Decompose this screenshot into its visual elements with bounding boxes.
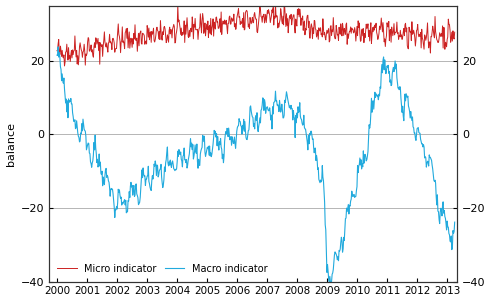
Micro indicator [252,11,258,14]
Macro indicator [54,53,60,57]
Micro indicator [55,42,61,46]
Micro indicator [406,47,411,51]
Macro indicator [416,131,422,134]
Macro indicator [149,174,155,178]
Y-axis label: balance: balance [5,122,16,165]
Macro indicator [338,236,344,239]
Micro indicator [416,35,422,39]
Micro indicator [338,29,344,32]
Micro indicator [273,2,278,6]
Macro indicator [252,127,258,131]
Legend: Micro indicator, Macro indicator: Micro indicator, Macro indicator [55,261,271,277]
Micro indicator [149,32,155,36]
Macro indicator [452,220,458,224]
Macro indicator [55,45,61,49]
Line: Micro indicator: Micro indicator [57,4,455,66]
Macro indicator [56,55,62,59]
Micro indicator [54,49,60,53]
Macro indicator [406,104,411,108]
Micro indicator [61,64,67,68]
Macro indicator [327,280,332,283]
Line: Macro indicator: Macro indicator [57,47,455,281]
Micro indicator [452,31,458,34]
